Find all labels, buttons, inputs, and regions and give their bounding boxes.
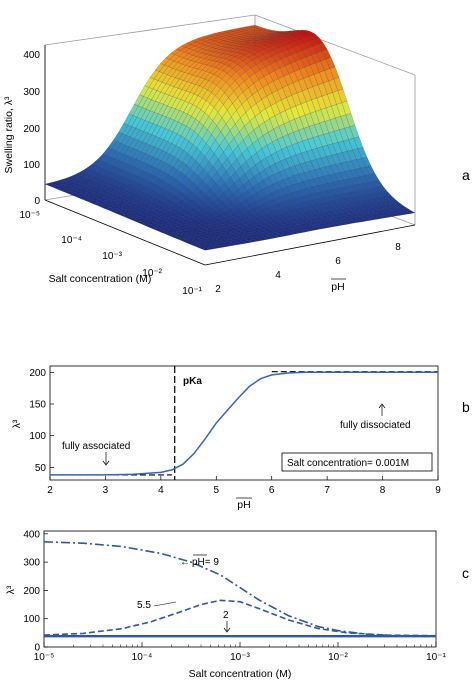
panel-c-ticks xyxy=(43,533,437,648)
panel-a-z-tick-200: 200 xyxy=(23,124,40,135)
panel-b-ticks xyxy=(49,371,439,480)
panel-c-x-tick-label: 10⁻² xyxy=(328,652,348,663)
panel-c-x-tick-label: 10⁻⁵ xyxy=(34,652,55,663)
panel-a-salt-tick-1e-5: 10⁻⁵ xyxy=(19,210,40,221)
panel-a-salt-label: Salt concentration (M) xyxy=(49,273,152,285)
panel-a-salt-tick-1e-4: 10⁻⁴ xyxy=(61,235,82,246)
panel-b-x-tick-label: 3 xyxy=(103,485,109,496)
panel-c-x-tick-labels: 10⁻⁵ 10⁻⁴ 10⁻³ 10⁻² 10⁻¹ xyxy=(34,652,447,663)
panel-c-y-tick-label: 400 xyxy=(23,529,40,540)
panel-letter-b: b xyxy=(462,399,470,415)
panel-b-y-tick-label: 50 xyxy=(35,463,47,474)
panel-a-z-tick-100: 100 xyxy=(23,160,40,171)
panel-c-y-tick-label: 0 xyxy=(34,643,40,654)
panel-b-x-tick-labels: 2 3 4 5 6 7 8 9 xyxy=(47,485,441,496)
panel-c-series-ph5-5 xyxy=(43,599,437,637)
panel-a-salt-tick-1e-1: 10⁻¹ xyxy=(182,286,202,297)
panel-a-z-tick-0: 0 xyxy=(34,196,40,207)
panel-b-curve xyxy=(50,371,438,476)
panel-a-ph-tick-6: 6 xyxy=(335,256,341,267)
panel-a-salt-tick-1e-3: 10⁻³ xyxy=(102,251,122,262)
surface-patch xyxy=(200,247,211,251)
panel-c-y-tick-label: 300 xyxy=(23,558,40,569)
panel-c-ph2-arrowhead xyxy=(223,627,231,633)
panel-b-x-tick-label: 9 xyxy=(435,485,441,496)
panel-c-axes xyxy=(43,530,437,648)
panel-b-pka-label: pKa xyxy=(183,376,202,387)
panel-b-y-tick-label: 200 xyxy=(29,368,46,379)
panel-c-ph5-5-pointer xyxy=(153,601,177,607)
panel-c-y-tick-labels: 0 100 200 300 400 xyxy=(23,529,40,653)
panel-b-ph-plot: 50 100 150 200 2 3 4 5 6 7 8 9 pKa fully associate… xyxy=(11,365,470,511)
panel-b-y-tick-label: 150 xyxy=(29,400,46,411)
panel-c-ph9-label: ← pH= 9 xyxy=(180,557,219,568)
panel-b-associated-arrowhead xyxy=(102,460,110,466)
panel-letter-a: a xyxy=(462,167,470,183)
panel-b-salt-box-text: Salt concentration= 0.001M xyxy=(287,458,409,469)
panel-c-y-tick-label: 100 xyxy=(23,614,40,625)
panel-b-y-label: λ³ xyxy=(11,419,23,428)
panel-b-x-tick-label: 4 xyxy=(158,485,164,496)
panel-c-x-tick-label: 10⁻³ xyxy=(230,652,250,663)
panel-a-surface-plot: 0 100 200 300 400 Swelling ratio, λ³ 10⁻… xyxy=(3,14,470,297)
panel-a-z-label: Swelling ratio, λ³ xyxy=(3,96,15,174)
panel-a-salt-axis xyxy=(44,199,206,266)
panel-b-x-tick-label: 8 xyxy=(380,485,386,496)
surface-mesh xyxy=(44,24,416,251)
panel-c-y-tick-label: 200 xyxy=(23,586,40,597)
panel-letter-c: c xyxy=(462,565,469,581)
panel-b-y-tick-label: 100 xyxy=(29,431,46,442)
panel-a-z-tick-400: 400 xyxy=(23,50,40,61)
panel-b-x-tick-label: 6 xyxy=(269,485,275,496)
panel-a-ph-tick-8: 8 xyxy=(395,242,401,253)
panel-b-y-tick-labels: 50 100 150 200 xyxy=(29,368,46,474)
panel-c-salt-plot: 0 100 200 300 400 10⁻⁵ 10⁻⁴ 10⁻³ 10⁻² 10⁻¹ ← pH= … xyxy=(5,529,469,680)
panel-b-fully-associated-label: fully associated xyxy=(62,441,130,452)
panel-b-fully-dissociated-label: fully dissociated xyxy=(340,420,411,431)
panel-c-ph5-5-label: 5.5 xyxy=(137,600,151,611)
panel-b-dissociated-arrowhead xyxy=(378,403,386,409)
panel-a-ph-label: pH xyxy=(331,281,344,293)
panel-c-ph2-label: 2 xyxy=(223,610,229,621)
panel-a-ph-axis xyxy=(204,224,416,266)
panel-c-x-tick-label: 10⁻¹ xyxy=(426,652,446,663)
panel-a-ph-tick-4: 4 xyxy=(275,270,281,281)
panel-b-salt-box xyxy=(281,452,433,472)
panel-c-series-ph9 xyxy=(43,541,437,637)
panel-a-z-tick-300: 300 xyxy=(23,87,40,98)
panel-b-x-tick-label: 5 xyxy=(214,485,220,496)
panel-c-y-label: λ³ xyxy=(5,585,17,594)
panel-b-x-label: pH xyxy=(237,499,250,511)
panel-a-salt-tick-1e-2: 10⁻² xyxy=(142,268,162,279)
panel-c-x-label: Salt concentration (M) xyxy=(189,668,292,680)
panel-a-ph-tick-2: 2 xyxy=(215,284,221,295)
panel-b-x-tick-label: 7 xyxy=(324,485,330,496)
panel-c-x-tick-label: 10⁻⁴ xyxy=(132,652,153,663)
panel-b-x-tick-label: 2 xyxy=(47,485,53,496)
